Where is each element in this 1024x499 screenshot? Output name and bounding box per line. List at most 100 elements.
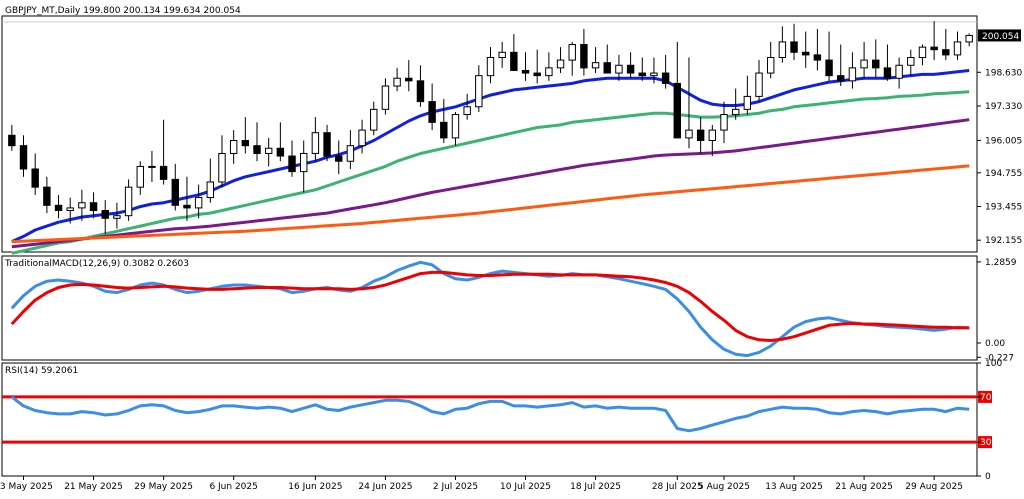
candle: [545, 52, 553, 81]
candle-body: [848, 67, 857, 82]
candle: [930, 21, 938, 61]
candle-body: [159, 165, 168, 180]
candle: [416, 65, 425, 107]
candle-body: [498, 51, 506, 58]
candle-body: [136, 165, 144, 188]
candle: [183, 176, 191, 221]
candle-body: [825, 59, 833, 77]
candle-body: [148, 165, 156, 168]
candle: [428, 83, 436, 131]
candle-body: [953, 41, 962, 56]
candle-body: [218, 152, 226, 183]
candle-body: [311, 132, 320, 154]
price-tick-label: 193.455: [985, 202, 1022, 212]
macd-tick-label: 1.2859: [985, 258, 1017, 268]
candle-body: [580, 44, 588, 69]
candle-body: [78, 202, 86, 209]
macd-panel[interactable]: 1.2859 0.00 -0.227: [10, 258, 1017, 363]
candlesticks: [8, 21, 973, 234]
macd-panel-frame: [1, 255, 978, 361]
candle: [229, 130, 238, 164]
time-tick-label: 6 Jun 2025: [209, 482, 257, 492]
candle-body: [918, 46, 927, 58]
candle-body: [708, 129, 717, 141]
current-price-tag: [978, 29, 1021, 42]
time-tick-label: 2 Jul 2025: [433, 482, 478, 492]
candle: [837, 44, 845, 87]
candle-body: [883, 67, 892, 79]
candle-body: [778, 41, 787, 58]
candle: [8, 124, 16, 151]
candle-body: [89, 202, 98, 212]
candle-body: [253, 145, 261, 154]
candle: [124, 179, 133, 221]
rsi-tick-label: 30: [980, 438, 992, 448]
candle: [101, 200, 109, 234]
candle-body: [942, 49, 950, 56]
macd-tick-label: 0.00: [985, 339, 1005, 349]
candle-body: [802, 51, 810, 56]
main-price-axis: 198.630 197.330 196.005 194.755 193.455 192.1…: [977, 29, 1022, 246]
candle: [720, 101, 728, 144]
candle: [463, 93, 471, 120]
candle: [615, 54, 623, 81]
candle-body: [813, 54, 822, 61]
candle: [19, 135, 28, 177]
candle: [405, 60, 413, 92]
candle-body: [113, 215, 121, 219]
candle: [218, 135, 226, 188]
candle: [696, 117, 705, 154]
candle-body: [463, 106, 471, 116]
candle: [907, 49, 915, 76]
time-tick-label: 18 Jul 2025: [570, 482, 621, 492]
candle: [264, 137, 273, 167]
ma-line-purple: [11, 118, 970, 249]
candle-body: [731, 108, 740, 116]
candle-body: [930, 46, 938, 51]
macd-tick-label: -0.227: [985, 353, 1014, 363]
candle: [942, 28, 950, 61]
candle-body: [171, 178, 179, 206]
macd-signal-line: [10, 270, 970, 342]
candle-body: [66, 207, 74, 212]
candle: [381, 78, 390, 115]
candle-body: [124, 186, 133, 217]
rsi-level-tag: [978, 436, 992, 449]
candle: [148, 150, 156, 182]
candle: [556, 47, 565, 74]
candle: [825, 31, 833, 81]
candle-body: [229, 139, 238, 154]
candle-body: [743, 95, 752, 110]
candle: [638, 57, 646, 81]
candle-body: [685, 129, 693, 139]
candle-body: [206, 181, 215, 199]
candle: [533, 49, 541, 84]
candle: [603, 44, 611, 74]
candle-body: [965, 34, 973, 43]
macd-header: TraditionalMACD(12,26,9) 0.3082 0.2603: [4, 259, 189, 269]
candle-body: [428, 101, 436, 123]
candle-body: [755, 72, 763, 97]
candle: [393, 67, 401, 92]
candle: [451, 111, 460, 146]
candle: [475, 65, 483, 112]
candle: [311, 117, 320, 162]
price-tick-label: 192.155: [985, 236, 1022, 246]
candle-body: [603, 62, 611, 74]
candle: [731, 88, 740, 120]
candle: [113, 202, 121, 229]
candle-body: [346, 145, 355, 162]
candle-body: [358, 129, 366, 147]
main-panel[interactable]: [1, 15, 978, 477]
rsi-level-tag: [978, 390, 992, 403]
rsi-panel[interactable]: 100 70 30 0: [2, 359, 1002, 482]
candle: [276, 122, 285, 162]
candle: [580, 28, 588, 76]
candle-body: [626, 64, 635, 74]
candle: [241, 117, 250, 154]
candle-body: [720, 114, 728, 131]
candle: [953, 31, 962, 61]
rsi-header: RSI(14) 59.2061: [5, 366, 78, 376]
